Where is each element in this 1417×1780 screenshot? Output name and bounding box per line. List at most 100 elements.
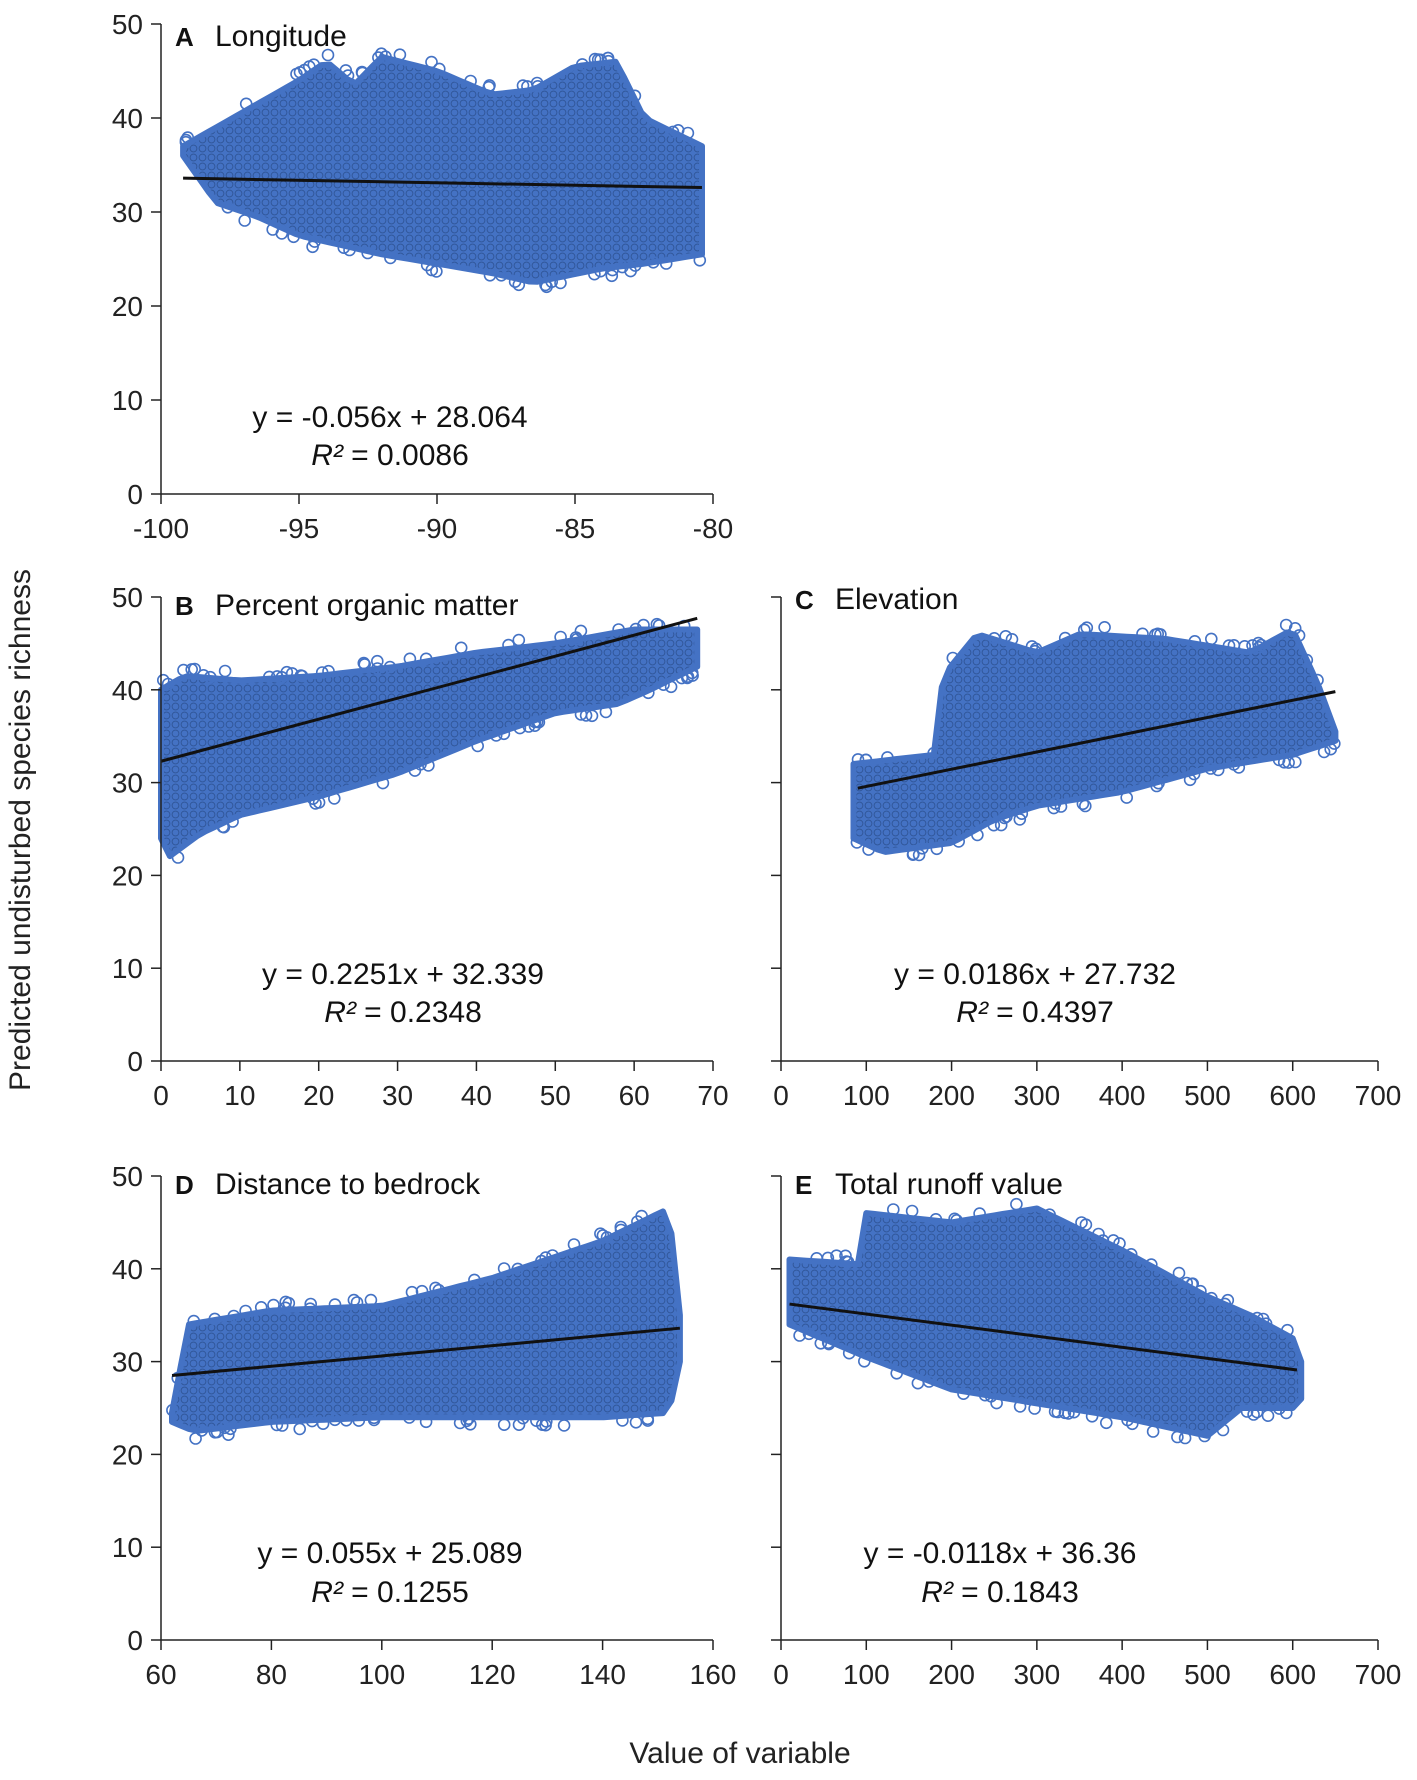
- scatter-point: [657, 678, 670, 692]
- scatter-point: [605, 269, 619, 283]
- r-squared-symbol: R²: [921, 1576, 954, 1609]
- scatter-point: [1075, 1216, 1088, 1229]
- scatter-point: [1120, 791, 1133, 804]
- scatter-point: [671, 124, 685, 137]
- scatter-point: [1079, 799, 1092, 813]
- trend-line: [171, 1326, 681, 1378]
- panel-b: 0 10 20 30 40 50 0 10 20 30 40 50 60 70 B Percent organ…: [112, 582, 729, 1111]
- scatter-point: [1043, 1208, 1056, 1221]
- scatter-point: [1076, 797, 1090, 811]
- scatter-point: [270, 1418, 284, 1432]
- y-tick-label: 20: [112, 291, 143, 322]
- scatter-point: [822, 1337, 836, 1351]
- scatter-point: [508, 275, 522, 289]
- panel-title: Distance to bedrock: [215, 1168, 481, 1201]
- scatter-point: [1013, 1400, 1027, 1413]
- x-axis-label: Value of variable: [629, 1737, 850, 1770]
- scatter-point: [293, 1422, 307, 1436]
- scatter-point: [793, 1329, 806, 1342]
- scatter-point: [379, 50, 392, 64]
- scatter-point: [239, 1304, 252, 1318]
- panel-title: Elevation: [835, 583, 958, 616]
- scatter-point: [497, 1418, 511, 1431]
- scatter-point: [850, 836, 864, 849]
- scatter-point: [585, 709, 599, 723]
- x-tick-label: 60: [145, 1659, 176, 1690]
- x-tick-label: -80: [693, 513, 733, 544]
- scatter-point: [971, 828, 984, 842]
- scatter-point: [588, 267, 601, 281]
- scatter-point: [567, 1238, 581, 1251]
- scatter-point: [512, 633, 526, 647]
- x-tick-label: 100: [843, 1659, 890, 1690]
- scatter-point: [287, 230, 300, 244]
- scatter-point: [304, 1297, 318, 1311]
- scatter-point: [554, 276, 567, 290]
- x-tick-label: 0: [153, 1080, 169, 1111]
- scatter-point: [376, 776, 390, 790]
- panel-c: 0 100 200 300 400 500 600 700 C Elevation y = 0.01…: [771, 583, 1401, 1111]
- scatter-point: [927, 746, 941, 760]
- x-tick-label: 70: [697, 1080, 728, 1111]
- scatter-point: [489, 729, 503, 742]
- scatter-point: [358, 658, 372, 671]
- y-tick-label: 10: [112, 953, 143, 984]
- scatter-point: [295, 669, 309, 683]
- scatter-point: [1227, 758, 1241, 771]
- scatter-point: [946, 651, 960, 665]
- scatter-point: [1080, 621, 1094, 635]
- scatter-point: [497, 727, 511, 741]
- scatter-point: [1288, 621, 1302, 635]
- scatter-point: [546, 1249, 559, 1262]
- scatter-point: [497, 1262, 511, 1275]
- x-tick-label: 60: [619, 1080, 650, 1111]
- y-tick-label: 0: [127, 479, 143, 510]
- r-squared: R² = 0.1255: [311, 1576, 469, 1609]
- panel-title: Percent organic matter: [215, 589, 518, 622]
- r-squared: R² = 0.4397: [956, 996, 1114, 1029]
- scatter-point: [601, 51, 615, 65]
- r-squared-value: = 0.1255: [343, 1576, 469, 1609]
- scatter-cloud: [169, 1208, 683, 1434]
- y-tick-label: 40: [112, 675, 143, 706]
- y-tick-label: 30: [112, 197, 143, 228]
- r-squared: R² = 0.2348: [324, 996, 482, 1029]
- scatter-point: [859, 753, 873, 767]
- y-tick-label: 40: [112, 1254, 143, 1285]
- r-squared-value: = 0.1843: [953, 1576, 1079, 1609]
- regression-equation: y = -0.0118x + 36.36: [864, 1537, 1137, 1570]
- scatter-point: [1062, 1407, 1075, 1420]
- x-tick-label: 100: [843, 1080, 890, 1111]
- scatter-point: [535, 1418, 549, 1431]
- scatter-point: [1107, 1234, 1120, 1247]
- scatter-cloud: [158, 626, 701, 860]
- x-tick-label: 600: [1269, 1080, 1316, 1111]
- scatter-point: [998, 811, 1011, 825]
- scatter-point: [316, 1417, 330, 1430]
- scatter-point: [554, 630, 567, 644]
- scatter-point: [422, 759, 435, 772]
- x-tick-label: 600: [1269, 1659, 1316, 1690]
- y-tick-label: 40: [112, 103, 143, 134]
- r-squared-symbol: R²: [956, 996, 989, 1029]
- scatter-point: [275, 227, 289, 240]
- scatter-point: [453, 1416, 467, 1430]
- y-tick-label: 20: [112, 860, 143, 891]
- scatter-point: [616, 1414, 629, 1427]
- scatter-point: [1280, 1406, 1293, 1420]
- scatter-point: [1250, 1311, 1264, 1325]
- scatter-point: [1187, 767, 1201, 781]
- scatter-point: [842, 1346, 856, 1360]
- scatter-point: [208, 1312, 222, 1326]
- scatter-point: [454, 641, 468, 655]
- scatter-point: [321, 48, 335, 62]
- scatter-point: [957, 1387, 970, 1400]
- panel-letter: C: [795, 585, 814, 615]
- x-tick-label: 80: [256, 1659, 287, 1690]
- scatter-point: [1292, 629, 1306, 642]
- x-tick-label: 0: [773, 1080, 789, 1111]
- scatter-point: [646, 255, 660, 269]
- scatter-point: [367, 1413, 381, 1427]
- r-squared-symbol: R²: [324, 996, 357, 1029]
- scatter-point: [383, 660, 397, 674]
